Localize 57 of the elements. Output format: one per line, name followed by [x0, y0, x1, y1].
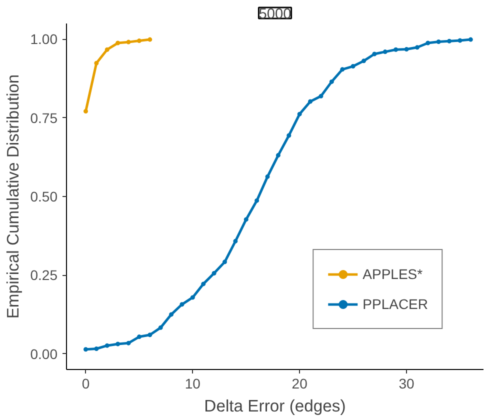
point [212, 271, 216, 276]
point [254, 198, 260, 203]
point [308, 99, 313, 104]
point [297, 112, 302, 116]
point [286, 133, 292, 138]
legend-label: PPLACER [362, 296, 428, 312]
x-tick-label: 20 [292, 376, 308, 392]
y-tick-label: 0.75 [30, 110, 58, 126]
point [394, 47, 398, 52]
point [447, 38, 452, 44]
point [116, 40, 120, 46]
point [340, 67, 345, 72]
point [265, 174, 270, 179]
point [180, 302, 184, 307]
point [222, 260, 227, 264]
point [458, 38, 462, 43]
point [126, 340, 131, 346]
point [104, 343, 110, 348]
x-axis-title: Delta Error (edges) [204, 396, 346, 416]
point [329, 79, 334, 84]
y-tick-label: 1.00 [30, 31, 58, 48]
point [372, 52, 377, 56]
y-tick-label: 0.00 [30, 346, 58, 362]
x-tick-label: 0 [82, 376, 90, 392]
y-axis-title: Empirical Cumulative Distribution [3, 74, 22, 319]
point [426, 40, 430, 46]
point [190, 295, 195, 300]
point [244, 217, 248, 222]
point [126, 40, 131, 44]
point [94, 346, 99, 351]
y-tick-label: 0.50 [30, 188, 58, 204]
point [169, 312, 174, 317]
point [414, 45, 420, 50]
point [148, 37, 152, 42]
point [94, 60, 99, 66]
point [276, 153, 280, 158]
legend-label: APPLES* [362, 266, 423, 282]
x-tick-label: 30 [398, 376, 415, 392]
point [382, 50, 388, 54]
point [436, 39, 441, 44]
point [158, 325, 163, 330]
y-tick-label: 0.25 [30, 267, 58, 284]
point [201, 282, 206, 286]
point [136, 334, 142, 340]
point [83, 347, 88, 352]
point [233, 238, 238, 244]
point [116, 342, 120, 346]
point [148, 332, 152, 338]
point [350, 64, 356, 69]
point [361, 58, 366, 64]
point [404, 47, 409, 52]
point [83, 109, 88, 114]
point [136, 38, 142, 44]
point [318, 94, 324, 98]
x-tick-label: 10 [184, 376, 201, 392]
point [104, 47, 110, 52]
point [468, 37, 473, 42]
